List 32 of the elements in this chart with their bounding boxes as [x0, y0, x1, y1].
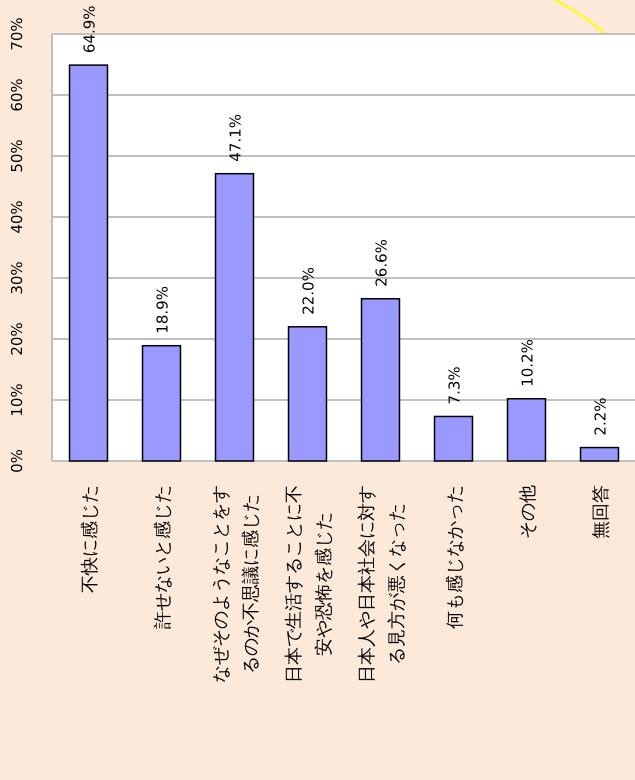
bar — [142, 344, 182, 462]
x-tick-label: 日本人や日本社会に対する見方が悪くなった — [356, 485, 408, 683]
bar — [434, 416, 474, 462]
y-tick-label: 20% — [8, 322, 26, 356]
x-tick-label: 日本で生活することに不安や恐怖を感じた — [284, 485, 334, 683]
data-label: 7.3% — [446, 366, 464, 404]
x-tick-label: 許せないと感じた — [152, 485, 174, 629]
data-label: 18.9% — [154, 286, 172, 334]
data-label: 64.9% — [80, 5, 98, 54]
data-label: 10.2% — [518, 339, 536, 387]
x-tick-label: 無回答 — [590, 485, 612, 539]
data-label: 26.6% — [372, 239, 390, 287]
bar — [580, 446, 620, 462]
y-tick-label: 50% — [8, 139, 26, 173]
bar — [360, 298, 400, 462]
y-tick-label: 60% — [8, 78, 26, 112]
data-label: 2.2% — [592, 397, 610, 436]
x-tick-label: 不快に感じた — [80, 485, 100, 593]
bar — [68, 64, 108, 462]
bar — [288, 326, 328, 462]
data-label: 22.0% — [300, 267, 318, 315]
x-tick-label: 何も感じなかった — [444, 485, 466, 629]
bar — [506, 398, 546, 462]
bar — [214, 172, 254, 462]
x-tick-label: なぜそのようなことをするのか不思議に感じた — [210, 485, 262, 683]
data-label: 47.1% — [226, 114, 244, 162]
y-tick-label: 40% — [8, 200, 26, 234]
y-tick-label: 30% — [8, 261, 26, 295]
x-tick-label: その他 — [518, 485, 538, 539]
y-tick-label: 0% — [8, 449, 26, 473]
y-tick-label: 10% — [8, 383, 26, 417]
y-tick-label: 70% — [8, 17, 26, 51]
